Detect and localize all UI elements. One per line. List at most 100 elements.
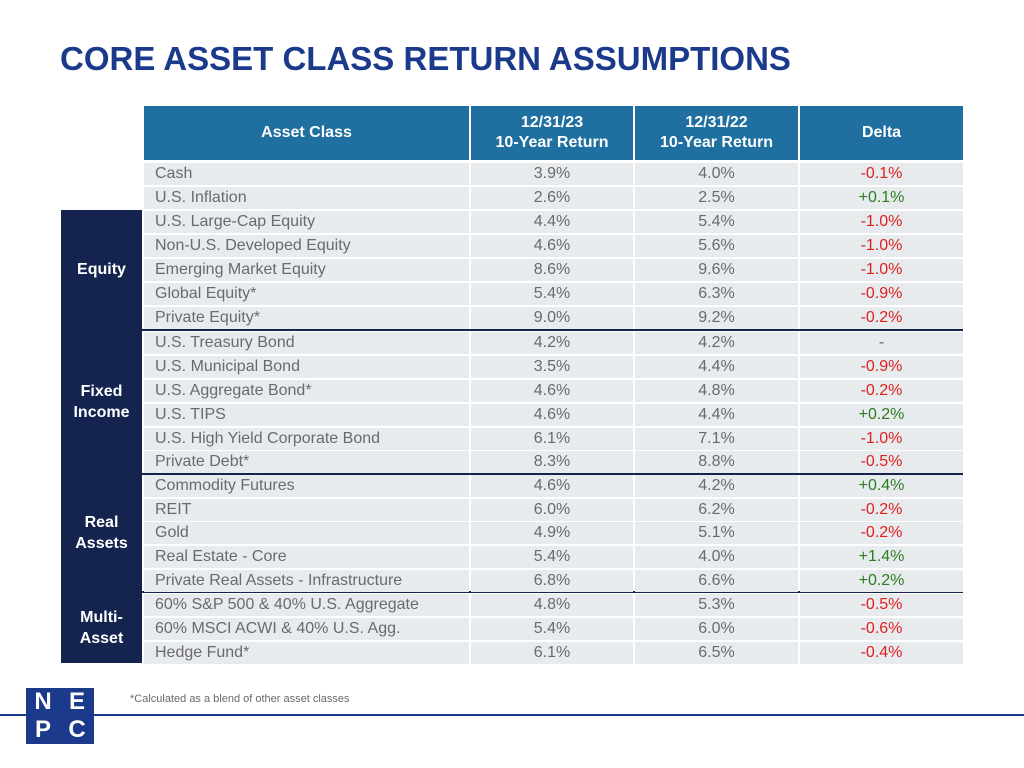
asset-name-cell: 60% S&P 500 & 40% U.S. Aggregate xyxy=(144,594,469,616)
return-2022-cell: 5.1% xyxy=(635,522,798,544)
return-2023-cell: 4.6% xyxy=(471,380,633,402)
table-row: Commodity Futures 4.6% 4.2% +0.4% xyxy=(144,475,963,497)
delta-cell: -0.2% xyxy=(800,307,963,329)
return-2022-cell: 6.3% xyxy=(635,283,798,305)
return-2023-cell: 6.1% xyxy=(471,428,633,450)
return-2022-cell: 4.2% xyxy=(635,332,798,354)
asset-name-cell: Private Real Assets - Infrastructure xyxy=(144,570,469,592)
header-2023-date: 12/31/23 xyxy=(520,114,584,131)
delta-cell: -0.4% xyxy=(800,642,963,664)
table-row: U.S. Large-Cap Equity 4.4% 5.4% -1.0% xyxy=(144,211,963,233)
table-row: U.S. Inflation 2.6% 2.5% +0.1% xyxy=(144,187,963,209)
nepc-logo: N E P C xyxy=(26,688,94,744)
group-fixed-income-line2: Income xyxy=(73,404,130,421)
group-real-assets: Real Assets xyxy=(61,475,142,591)
table-row: Private Debt* 8.3% 8.8% -0.5% xyxy=(144,451,963,473)
delta-cell: -0.2% xyxy=(800,499,963,521)
return-2022-cell: 6.0% xyxy=(635,618,798,640)
delta-cell: -0.9% xyxy=(800,356,963,378)
table-row: U.S. TIPS 4.6% 4.4% +0.2% xyxy=(144,404,963,426)
delta-cell: -0.9% xyxy=(800,283,963,305)
table-row: Private Equity* 9.0% 9.2% -0.2% xyxy=(144,307,963,329)
delta-cell: -0.1% xyxy=(800,163,963,185)
header-2023-label: 10-Year Return xyxy=(495,134,609,151)
table-row: U.S. High Yield Corporate Bond 6.1% 7.1% -1… xyxy=(144,428,963,450)
page-title: CORE ASSET CLASS RETURN ASSUMPTIONS xyxy=(60,40,791,77)
delta-cell: -0.2% xyxy=(800,522,963,544)
return-2023-cell: 8.6% xyxy=(471,259,633,281)
return-2023-cell: 5.4% xyxy=(471,546,633,568)
delta-cell: -0.5% xyxy=(800,451,963,473)
return-2022-cell: 9.6% xyxy=(635,259,798,281)
return-2023-cell: 3.9% xyxy=(471,163,633,185)
table-row: REIT 6.0% 6.2% -0.2% xyxy=(144,499,963,521)
asset-name-cell: U.S. Inflation xyxy=(144,187,469,209)
header-delta: Delta xyxy=(800,106,963,160)
logo-letter: P xyxy=(34,716,51,743)
delta-cell: -0.6% xyxy=(800,618,963,640)
table-row: Private Real Assets - Infrastructure 6.8%… xyxy=(144,570,963,592)
delta-cell: -0.2% xyxy=(800,380,963,402)
table-row: Gold 4.9% 5.1% -0.2% xyxy=(144,522,963,544)
group-multi-asset-line2: Asset xyxy=(79,630,124,647)
return-2023-cell: 3.5% xyxy=(471,356,633,378)
asset-name-cell: Global Equity* xyxy=(144,283,469,305)
footer-divider xyxy=(0,714,1024,716)
return-2023-cell: 5.4% xyxy=(471,283,633,305)
asset-name-cell: Emerging Market Equity xyxy=(144,259,469,281)
return-2023-cell: 6.8% xyxy=(471,570,633,592)
delta-cell: -1.0% xyxy=(800,235,963,257)
delta-cell: +0.4% xyxy=(800,475,963,497)
return-2022-cell: 6.5% xyxy=(635,642,798,664)
asset-name-cell: Cash xyxy=(144,163,469,185)
return-2022-cell: 4.2% xyxy=(635,475,798,497)
asset-name-cell: Gold xyxy=(144,522,469,544)
group-real-assets-line1: Real xyxy=(84,514,119,531)
table-row: 60% S&P 500 & 40% U.S. Aggregate 4.8% 5.3%… xyxy=(144,594,963,616)
return-2022-cell: 5.4% xyxy=(635,211,798,233)
return-2023-cell: 4.6% xyxy=(471,404,633,426)
asset-name-cell: U.S. Aggregate Bond* xyxy=(144,380,469,402)
delta-cell: +0.2% xyxy=(800,570,963,592)
group-multi-asset-line1: Multi- xyxy=(80,609,123,626)
asset-name-cell: 60% MSCI ACWI & 40% U.S. Agg. xyxy=(144,618,469,640)
return-2023-cell: 2.6% xyxy=(471,187,633,209)
return-2023-cell: 4.2% xyxy=(471,332,633,354)
delta-cell: -1.0% xyxy=(800,259,963,281)
return-2023-cell: 8.3% xyxy=(471,451,633,473)
return-2023-cell: 6.1% xyxy=(471,642,633,664)
table-row: U.S. Aggregate Bond* 4.6% 4.8% -0.2% xyxy=(144,380,963,402)
table-row: Non-U.S. Developed Equity 4.6% 5.6% -1.0% xyxy=(144,235,963,257)
table-row: Cash 3.9% 4.0% -0.1% xyxy=(144,163,963,185)
table-row: 60% MSCI ACWI & 40% U.S. Agg. 5.4% 6.0% -0.… xyxy=(144,618,963,640)
asset-name-cell: Commodity Futures xyxy=(144,475,469,497)
delta-cell: -0.5% xyxy=(800,594,963,616)
return-2022-cell: 4.4% xyxy=(635,404,798,426)
table-row: Global Equity* 5.4% 6.3% -0.9% xyxy=(144,283,963,305)
table-row: Real Estate - Core 5.4% 4.0% +1.4% xyxy=(144,546,963,568)
return-2022-cell: 4.8% xyxy=(635,380,798,402)
return-2022-cell: 4.0% xyxy=(635,546,798,568)
delta-cell: -1.0% xyxy=(800,211,963,233)
asset-name-cell: U.S. Large-Cap Equity xyxy=(144,211,469,233)
return-2022-cell: 6.2% xyxy=(635,499,798,521)
footnote: *Calculated as a blend of other asset cl… xyxy=(130,693,350,705)
delta-cell: - xyxy=(800,332,963,354)
group-equity-label: Equity xyxy=(77,261,126,278)
table-row: U.S. Municipal Bond 3.5% 4.4% -0.9% xyxy=(144,356,963,378)
logo-letter: N xyxy=(34,688,52,715)
asset-name-cell: U.S. High Yield Corporate Bond xyxy=(144,428,469,450)
asset-name-cell: Real Estate - Core xyxy=(144,546,469,568)
return-2022-cell: 5.3% xyxy=(635,594,798,616)
return-2023-cell: 4.9% xyxy=(471,522,633,544)
table-row: Hedge Fund* 6.1% 6.5% -0.4% xyxy=(144,642,963,664)
header-2022-return: 12/31/22 10-Year Return xyxy=(635,106,798,160)
group-separator xyxy=(61,329,963,331)
group-fixed-income: Fixed Income xyxy=(61,331,142,473)
group-multi-asset: Multi- Asset xyxy=(61,593,142,663)
asset-name-cell: U.S. Municipal Bond xyxy=(144,356,469,378)
asset-name-cell: Non-U.S. Developed Equity xyxy=(144,235,469,257)
return-2022-cell: 8.8% xyxy=(635,451,798,473)
return-2023-cell: 4.8% xyxy=(471,594,633,616)
return-2023-cell: 4.6% xyxy=(471,235,633,257)
